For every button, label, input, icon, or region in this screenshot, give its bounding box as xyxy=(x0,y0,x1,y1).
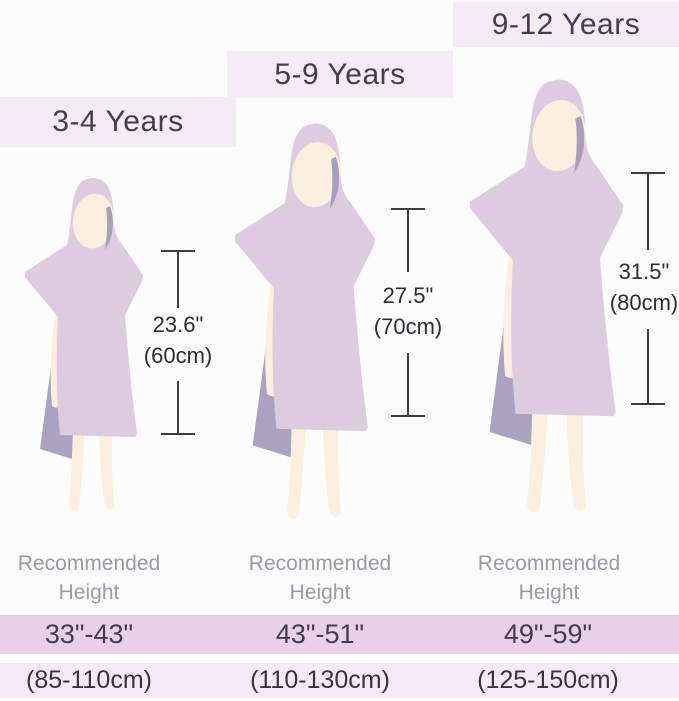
age-label-9-12: 9-12 Years xyxy=(491,7,641,41)
measurement-3-4: 23.6" (60cm) xyxy=(144,250,212,435)
height-range-inches-9-12: 49"-59" xyxy=(503,619,593,649)
length-inches: 31.5" xyxy=(618,259,670,284)
age-band-3-4: 3-4 Years xyxy=(0,97,236,147)
height-word: Height xyxy=(518,581,580,604)
length-inches: 23.6" xyxy=(152,312,204,337)
measurement-label-5-9: 27.5" (70cm) xyxy=(333,280,483,342)
measure-line-upper xyxy=(407,210,409,272)
recommended-word: Recommended xyxy=(477,552,621,575)
length-cm: (60cm) xyxy=(143,343,213,368)
measure-line-upper xyxy=(647,174,649,250)
recommended-word: Recommended xyxy=(248,552,392,575)
height-word: Height xyxy=(289,581,351,604)
height-range-inches-3-4: 33"-43" xyxy=(44,619,134,649)
measure-top-cap xyxy=(391,208,425,210)
measure-bottom-cap xyxy=(391,415,425,417)
measure-bottom-cap xyxy=(631,403,665,405)
height-range-cm-band: (85-110cm) (110-130cm) (125-150cm) xyxy=(0,663,679,698)
recommended-height-label-3-4: Recommended Height xyxy=(0,549,199,607)
recommended-height-label-5-9: Recommended Height xyxy=(210,549,430,607)
measure-line-lower xyxy=(177,381,179,433)
recommended-height-label-9-12: Recommended Height xyxy=(439,549,659,607)
age-band-5-9: 5-9 Years xyxy=(227,51,453,98)
length-cm: (70cm) xyxy=(373,314,443,339)
height-range-cm-9-12: (125-150cm) xyxy=(477,666,619,694)
measure-top-cap xyxy=(161,250,195,252)
length-inches: 27.5" xyxy=(382,283,434,308)
age-label-5-9: 5-9 Years xyxy=(274,57,406,91)
measure-top-cap xyxy=(631,172,665,174)
age-band-9-12: 9-12 Years xyxy=(453,2,679,47)
height-range-inches-band: 33"-43" 43"-51" 49"-59" xyxy=(0,615,679,654)
measurement-5-9: 27.5" (70cm) xyxy=(374,208,442,417)
measure-line-upper xyxy=(177,252,179,308)
height-range-cm-5-9: (110-130cm) xyxy=(250,666,390,694)
measurement-label-9-12: 31.5" (80cm) xyxy=(569,256,679,318)
measurement-label-3-4: 23.6" (60cm) xyxy=(103,309,253,371)
recommended-word: Recommended xyxy=(17,552,161,575)
measure-line-lower xyxy=(407,353,409,415)
measure-bottom-cap xyxy=(161,433,195,435)
length-cm: (80cm) xyxy=(609,290,679,315)
age-label-3-4: 3-4 Years xyxy=(52,105,184,138)
measurement-9-12: 31.5" (80cm) xyxy=(610,172,678,405)
height-range-inches-5-9: 43"-51" xyxy=(275,619,365,649)
height-range-cm-3-4: (85-110cm) xyxy=(26,666,152,694)
measure-line-lower xyxy=(647,329,649,403)
height-word: Height xyxy=(58,581,120,604)
